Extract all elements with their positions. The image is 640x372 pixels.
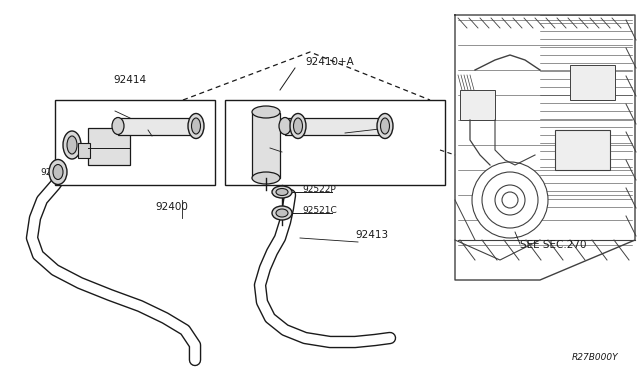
Text: 92414: 92414 — [113, 75, 147, 85]
Ellipse shape — [67, 136, 77, 154]
Bar — [118, 118, 196, 135]
Ellipse shape — [49, 160, 67, 185]
Bar — [55, 100, 215, 185]
Ellipse shape — [377, 113, 393, 138]
Text: 27185M: 27185M — [282, 153, 318, 162]
Text: 92521C: 92521C — [152, 126, 187, 135]
Ellipse shape — [53, 164, 63, 180]
Ellipse shape — [294, 118, 303, 134]
Ellipse shape — [191, 118, 200, 134]
Text: 92521C: 92521C — [302, 206, 337, 215]
Text: SEE SEC.270: SEE SEC.270 — [520, 240, 586, 250]
Text: 92570: 92570 — [235, 101, 264, 110]
Ellipse shape — [290, 113, 306, 138]
Circle shape — [502, 192, 518, 208]
Text: 92413: 92413 — [355, 230, 388, 240]
Text: R27B000Y: R27B000Y — [572, 353, 618, 362]
Text: 92522P: 92522P — [302, 185, 336, 194]
Text: 92521C: 92521C — [40, 168, 75, 177]
Ellipse shape — [190, 118, 202, 135]
Circle shape — [482, 172, 538, 228]
Text: 92410: 92410 — [292, 141, 321, 150]
Ellipse shape — [252, 106, 280, 118]
Bar — [570, 65, 615, 100]
Text: 92521D: 92521D — [80, 151, 115, 160]
Bar — [252, 113, 280, 178]
Text: 92521C: 92521C — [345, 123, 380, 132]
Bar — [78, 143, 90, 158]
Ellipse shape — [252, 172, 280, 184]
Text: 92400: 92400 — [155, 202, 188, 212]
Bar — [555, 130, 610, 170]
Ellipse shape — [379, 118, 391, 135]
Bar — [285, 118, 385, 135]
Ellipse shape — [272, 186, 292, 198]
Ellipse shape — [112, 118, 124, 135]
Ellipse shape — [276, 189, 288, 196]
Ellipse shape — [272, 206, 292, 220]
Text: 92415: 92415 — [87, 141, 115, 150]
Ellipse shape — [279, 118, 291, 135]
Bar — [88, 128, 130, 165]
Bar — [225, 100, 445, 185]
Ellipse shape — [188, 113, 204, 138]
Circle shape — [495, 185, 525, 215]
Ellipse shape — [381, 118, 390, 134]
Ellipse shape — [63, 131, 81, 159]
Text: 92410: 92410 — [115, 101, 143, 110]
Bar — [460, 90, 495, 120]
Text: 92410+A: 92410+A — [306, 57, 355, 67]
Ellipse shape — [276, 209, 288, 217]
Circle shape — [472, 162, 548, 238]
